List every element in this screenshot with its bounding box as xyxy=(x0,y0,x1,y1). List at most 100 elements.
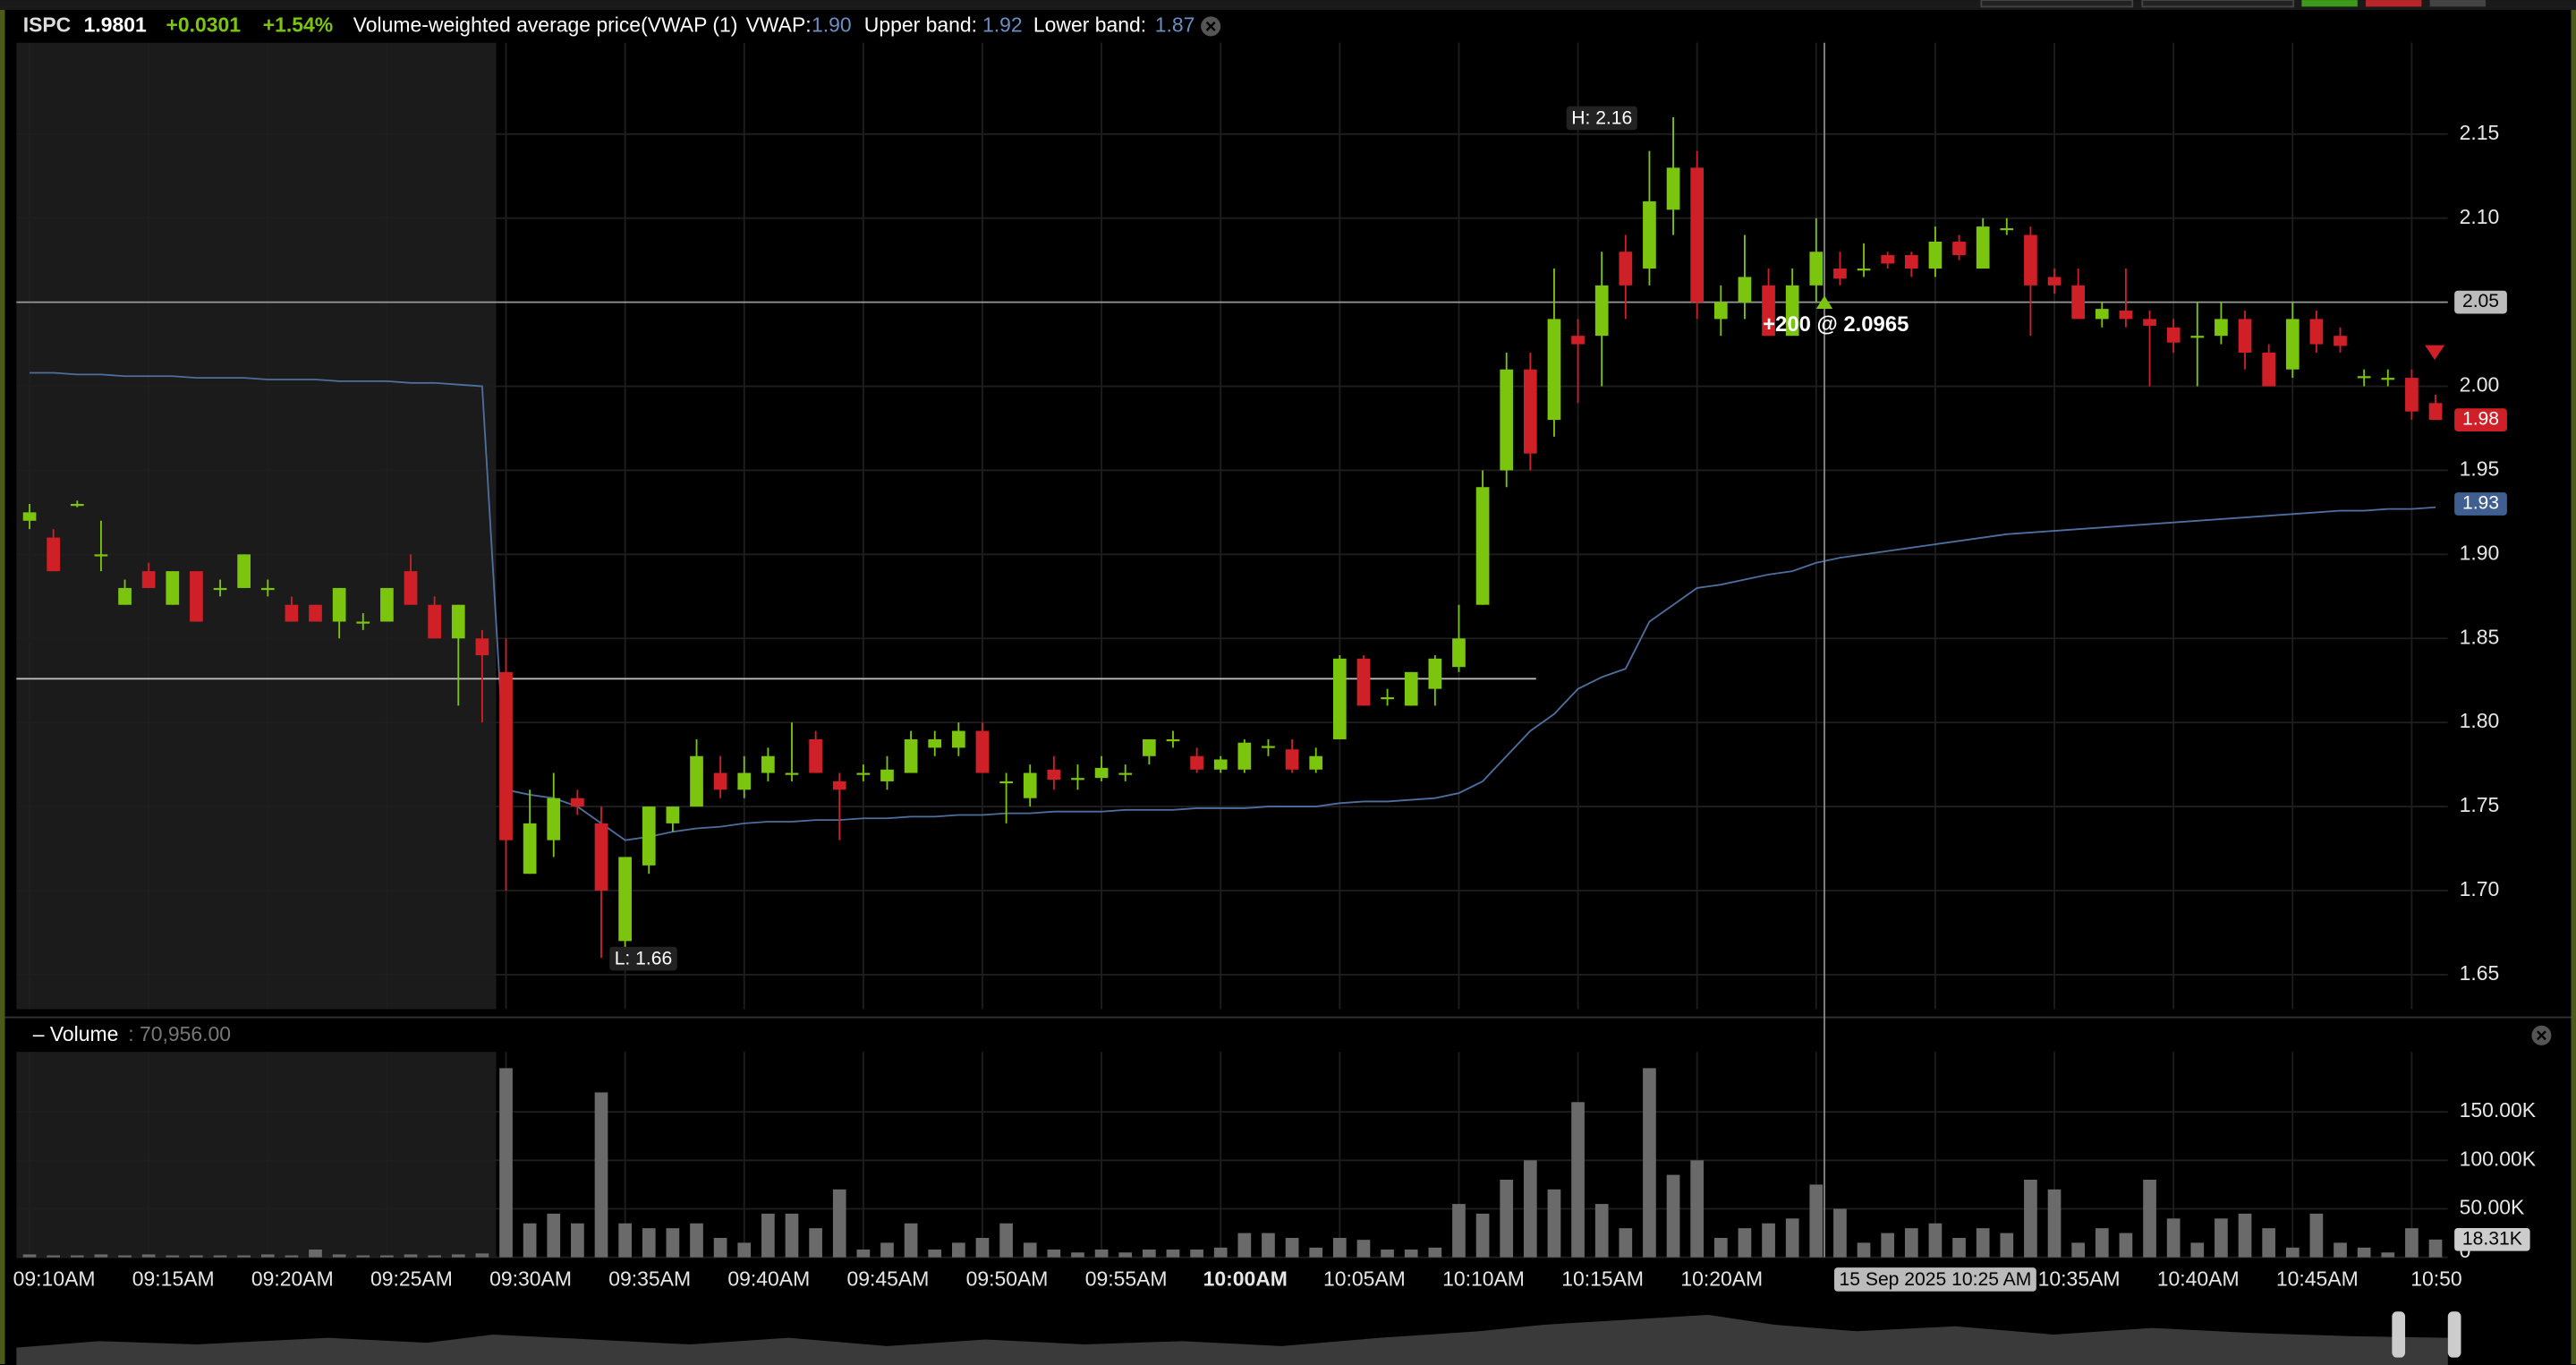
y-tick-label: 1.70 xyxy=(2460,877,2500,900)
volume-bar xyxy=(94,1254,108,1258)
candle-body xyxy=(690,755,703,807)
crosshair-label: 15 Sep 2025 10:25 AM xyxy=(1840,1269,2032,1290)
candle-body xyxy=(94,554,108,557)
volume-bar xyxy=(22,1254,37,1258)
y-tick-label: 1.90 xyxy=(2460,541,2500,564)
candle-body xyxy=(1762,285,1775,337)
x-tick-label: 09:10AM xyxy=(13,1267,96,1290)
candle-body xyxy=(975,730,990,773)
candle-body xyxy=(260,587,275,591)
volume-bar xyxy=(2143,1179,2156,1258)
volume-bar xyxy=(1690,1160,1705,1258)
x-tick-label: 10:40AM xyxy=(2157,1267,2240,1290)
candle-body xyxy=(642,806,656,866)
navigator-handle[interactable] xyxy=(2447,1311,2461,1358)
candle-body xyxy=(2166,327,2181,343)
volume-bar xyxy=(1023,1242,1037,1258)
candle-body xyxy=(22,512,37,521)
candle-body xyxy=(880,769,894,781)
volume-bar xyxy=(1166,1250,1180,1258)
volume-bar xyxy=(809,1228,822,1258)
volume-bar xyxy=(1381,1250,1394,1258)
volume-bar xyxy=(1666,1174,1680,1258)
volume-value: : 70,956.00 xyxy=(128,1022,231,1045)
x-tick-label: 10:20AM xyxy=(1680,1267,1763,1290)
candle-body xyxy=(1404,671,1418,706)
close-icon xyxy=(1205,21,1216,31)
volume-bar xyxy=(2166,1218,2181,1258)
volume-bar xyxy=(1071,1252,1084,1258)
candle-body xyxy=(1833,269,1847,279)
volume-bar xyxy=(737,1242,752,1258)
volume-bar xyxy=(475,1253,489,1258)
volume-bar xyxy=(1952,1238,1966,1258)
close-icon xyxy=(2537,1030,2546,1041)
change-pct: +1.54% xyxy=(263,13,333,37)
volume-bar xyxy=(1047,1250,1061,1258)
x-tick-label: 10:45AM xyxy=(2276,1267,2359,1290)
sell-marker xyxy=(2425,345,2445,361)
volume-bar xyxy=(2071,1242,2086,1258)
volume-bar xyxy=(904,1223,918,1258)
toolbar-button[interactable] xyxy=(2429,0,2487,7)
candle-body xyxy=(1452,638,1466,668)
volume-bar xyxy=(785,1213,799,1258)
volume-bar xyxy=(285,1255,299,1258)
candle-body xyxy=(1332,658,1347,739)
volume-bar xyxy=(761,1213,775,1258)
volume-bar xyxy=(880,1242,894,1258)
candle-body xyxy=(451,604,465,639)
volume-tick-label: 100.00K xyxy=(2460,1147,2537,1170)
y-tick-label: 2.10 xyxy=(2460,205,2500,228)
volume-bar xyxy=(1523,1160,1537,1258)
lower-value: 1.87 xyxy=(1155,13,1195,37)
x-tick-label: 09:35AM xyxy=(608,1267,691,1290)
volume-title: – Volume xyxy=(33,1022,119,1045)
candle-body xyxy=(1143,738,1156,756)
y-tick-label: 2.15 xyxy=(2460,121,2500,144)
low-label: L: 1.66 xyxy=(615,949,673,969)
vwap-value: 1.90 xyxy=(812,13,852,37)
volume-bar xyxy=(2381,1252,2395,1258)
volume-bar xyxy=(1500,1179,1514,1258)
sell-button[interactable] xyxy=(2365,0,2422,7)
x-tick-label: 09:25AM xyxy=(370,1267,453,1290)
candle-body xyxy=(952,730,965,748)
candle-body xyxy=(1666,167,1680,210)
y-tick-label: 2.00 xyxy=(2460,373,2500,397)
candle-body xyxy=(1643,200,1656,269)
volume-bar xyxy=(1190,1250,1203,1258)
candle-body xyxy=(1285,749,1299,770)
candle-body xyxy=(1190,755,1203,770)
candle-body xyxy=(1690,167,1705,303)
buy-button[interactable] xyxy=(2301,0,2358,7)
toolbar-field[interactable] xyxy=(2141,0,2295,8)
grid xyxy=(16,42,2448,1258)
volume-bar xyxy=(856,1250,871,1258)
volume-bar xyxy=(309,1250,322,1258)
x-tick-label: 09:55AM xyxy=(1085,1267,1168,1290)
candle-body xyxy=(761,755,775,773)
candle-body xyxy=(1547,319,1561,421)
price-line-tag-bg xyxy=(2454,290,2507,314)
candle-body xyxy=(2215,319,2228,337)
volume-bar xyxy=(190,1255,203,1258)
candle-body xyxy=(1857,269,1871,271)
volume-bar xyxy=(1619,1228,1633,1258)
candle-body xyxy=(118,587,132,605)
x-tick-label: 10:00AM xyxy=(1203,1267,1288,1290)
candle-body xyxy=(1356,658,1371,706)
volume-bar xyxy=(713,1238,727,1258)
volume-bar xyxy=(1309,1247,1323,1258)
navigator-handle[interactable] xyxy=(2392,1311,2406,1358)
volume-bar xyxy=(1118,1252,1133,1258)
vwap-label: VWAP: xyxy=(746,13,812,37)
candle-body xyxy=(618,857,632,942)
candle-body xyxy=(2381,378,2395,380)
volume-bar xyxy=(1738,1228,1752,1258)
candle-body xyxy=(237,554,251,588)
toolbar-field[interactable] xyxy=(1980,0,2134,8)
candle-body xyxy=(547,798,561,840)
volume-bar xyxy=(1404,1250,1418,1258)
x-tick-label: 10:50 xyxy=(2410,1267,2461,1290)
